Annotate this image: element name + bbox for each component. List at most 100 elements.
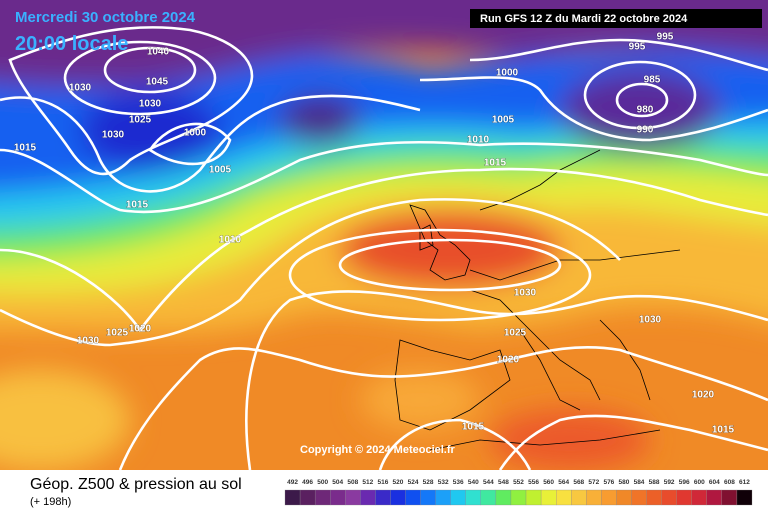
scale-swatch [330, 489, 346, 506]
scale-label: 612 [739, 479, 750, 486]
isobar-label: 1030 [77, 336, 100, 347]
scale-label: 544 [483, 479, 494, 486]
scale-label: 540 [468, 479, 479, 486]
scale-swatch [736, 489, 753, 506]
field [0, 0, 768, 470]
scale-swatch [480, 489, 497, 506]
scale-label: 604 [709, 479, 720, 486]
scale-swatch [390, 489, 406, 506]
scale-swatch [299, 489, 316, 506]
scale-label: 504 [332, 479, 343, 486]
scale-swatch [345, 489, 361, 506]
scale-label: 500 [317, 479, 328, 486]
scale-swatch [676, 489, 692, 506]
isobar-label: 1030 [102, 130, 125, 141]
scale-label: 556 [528, 479, 539, 486]
scale-label: 528 [423, 479, 434, 486]
scale-swatch [646, 489, 662, 506]
scale-swatch [721, 489, 738, 506]
scale-swatch [706, 489, 723, 506]
scale-swatch [540, 489, 557, 506]
scale-label: 608 [724, 479, 735, 486]
isobar-label: 1025 [129, 115, 152, 126]
scale-swatch [556, 489, 572, 506]
scale-swatch [571, 489, 587, 506]
run-box [470, 9, 762, 28]
scale-swatch [420, 489, 436, 506]
scale-swatch [495, 489, 512, 506]
run-info: Run GFS 12 Z du Mardi 22 octobre 2024 [480, 13, 688, 25]
scale-swatch [601, 489, 617, 506]
scale-label: 584 [634, 479, 645, 486]
isobar-label: 1030 [139, 99, 162, 110]
legend-subtitle: (+ 198h) [30, 496, 71, 508]
isobar-label: 1000 [184, 128, 207, 139]
scale-label: 580 [619, 479, 630, 486]
isobar-label: 1010 [219, 235, 242, 246]
scale-swatch [314, 489, 331, 506]
scale-label: 524 [408, 479, 419, 486]
isobar-label: 1030 [514, 288, 537, 299]
scale-label: 592 [664, 479, 675, 486]
isobar-label: 1015 [462, 422, 485, 433]
isobar-label: 1020 [497, 355, 520, 366]
scale-swatch [405, 489, 421, 506]
isobar-label: 1025 [106, 328, 129, 339]
isobar-label: 1015 [126, 200, 149, 211]
isobar-label: 1015 [14, 143, 37, 154]
legend-title: Géop. Z500 & pression au sol [30, 476, 242, 493]
scale-label: 600 [694, 479, 705, 486]
scale-swatch [450, 489, 466, 506]
copyright: Copyright © 2024 Meteociel.fr [300, 444, 456, 456]
isobar-label: 1045 [146, 77, 169, 88]
isobar-label: 1030 [639, 315, 662, 326]
scale-swatch [661, 489, 677, 506]
scale-swatch [586, 489, 602, 506]
isobar-label: 980 [637, 105, 654, 116]
scale-swatch [525, 489, 542, 506]
isobar-label: 1005 [209, 165, 232, 176]
scale-label: 588 [649, 479, 660, 486]
isobar-label: 985 [644, 75, 661, 86]
isobar-label: 1020 [692, 390, 715, 401]
scale-label: 520 [393, 479, 404, 486]
scale-label: 508 [347, 479, 358, 486]
isobar-label: 995 [657, 32, 674, 43]
scale-label: 536 [453, 479, 464, 486]
time: 20:00 locale [15, 33, 128, 55]
isobar-label: 995 [629, 42, 646, 53]
isobar-label: 1010 [467, 135, 490, 146]
scale-label: 512 [362, 479, 373, 486]
isobar-label: 1005 [492, 115, 515, 126]
scale-swatch [616, 489, 632, 506]
scale-swatch [465, 489, 481, 506]
scale-label: 552 [513, 479, 524, 486]
scale-swatch [284, 489, 301, 506]
scale-swatch [360, 489, 376, 506]
scale-swatch [435, 489, 451, 506]
scale-label: 492 [287, 479, 298, 486]
scale-label: 560 [543, 479, 554, 486]
scale-label: 532 [438, 479, 449, 486]
scale-label: 568 [573, 479, 584, 486]
scale-label: 496 [302, 479, 313, 486]
scale-label: 576 [603, 479, 614, 486]
isobar-label: 1025 [504, 328, 527, 339]
scale-label: 516 [377, 479, 388, 486]
isobar-label: 1000 [496, 68, 519, 79]
isobar-label: 1040 [147, 47, 170, 58]
isobar-label: 1015 [484, 158, 507, 169]
isobar-label: 1030 [69, 83, 92, 94]
scale-swatch [375, 489, 391, 506]
scale-swatch [631, 489, 647, 506]
date: Mercredi 30 octobre 2024 [15, 9, 196, 26]
scale-label: 564 [558, 479, 569, 486]
isobar-label: 1020 [129, 324, 152, 335]
scale-label: 548 [498, 479, 509, 486]
scale-swatch [691, 489, 707, 506]
scale-swatch [510, 489, 527, 506]
isobar-label: 990 [637, 125, 654, 136]
scale-label: 572 [588, 479, 599, 486]
scale-label: 596 [679, 479, 690, 486]
